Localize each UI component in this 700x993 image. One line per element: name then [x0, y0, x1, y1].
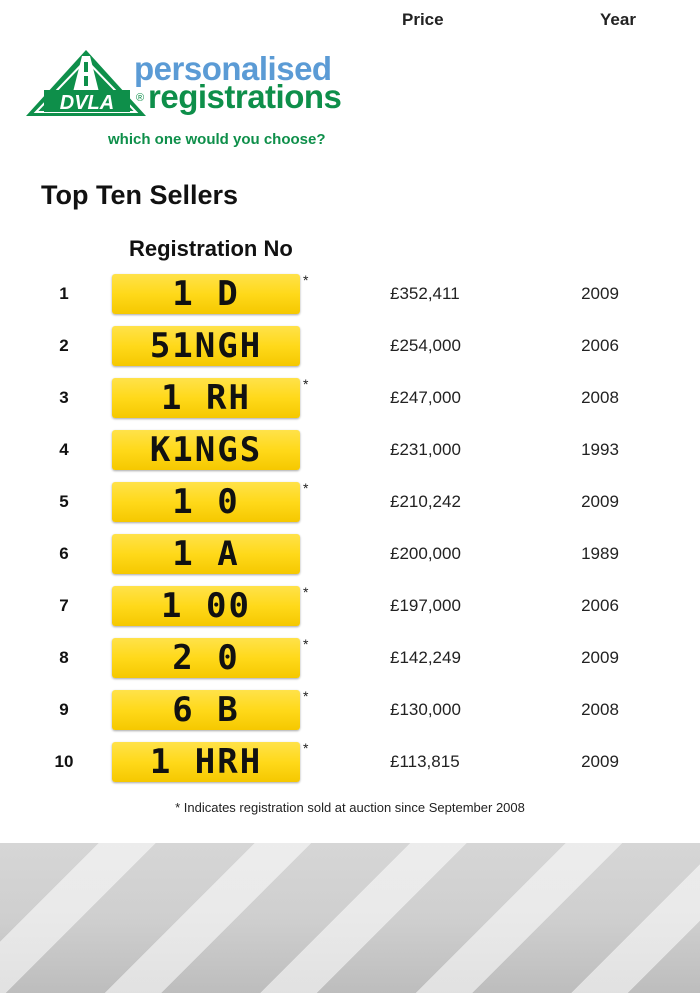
rank: 9 [59, 700, 69, 719]
auction-footnote: * Indicates registration sold at auction… [175, 800, 525, 815]
rank: 2 [59, 336, 69, 355]
auction-asterisk: * [303, 636, 309, 652]
rank: 7 [59, 596, 69, 615]
rank: 3 [59, 388, 69, 407]
year: 1993 [581, 440, 619, 459]
logo-line-registrations: registrations [148, 78, 342, 115]
price: £210,242 [390, 492, 461, 511]
price: £254,000 [390, 336, 461, 355]
column-header-registration: Registration No [129, 236, 293, 261]
rank: 10 [54, 752, 74, 771]
table-row: 2 51NGH £254,000 2006 [0, 326, 700, 378]
dvla-mark-text: DVLA [60, 92, 114, 114]
auction-asterisk: * [303, 376, 309, 392]
rank: 5 [59, 492, 69, 511]
number-plate: 2 0 [112, 638, 300, 678]
year: 2009 [581, 648, 619, 667]
column-header-year: Year [600, 10, 636, 29]
sellers-table: 1 1 D * £352,411 2009 2 51NGH £254,000 2… [0, 272, 700, 794]
year: 1989 [581, 544, 619, 563]
year: 2009 [581, 492, 619, 511]
auction-asterisk: * [303, 740, 309, 756]
column-header-price: Price [402, 10, 444, 29]
number-plate: K1NGS [112, 430, 300, 470]
price: £200,000 [390, 544, 461, 563]
table-row: 9 6 B * £130,000 2008 [0, 688, 700, 742]
auction-asterisk: * [303, 584, 309, 600]
price: £197,000 [390, 596, 461, 615]
logo-line-personalised: personalised [134, 50, 332, 87]
number-plate: 1 HRH [112, 742, 300, 782]
number-plate: 1 00 [112, 586, 300, 626]
year: 2008 [581, 388, 619, 407]
auction-asterisk: * [303, 688, 309, 704]
number-plate: 51NGH [112, 326, 300, 366]
year: 2006 [581, 336, 619, 355]
dvla-triangle-logo-icon: DVLA [26, 50, 146, 116]
registered-mark: ® [136, 92, 145, 104]
table-row: 10 1 HRH * £113,815 2009 [0, 740, 700, 794]
rank: 6 [59, 544, 69, 563]
table-row: 6 1 A £200,000 1989 [0, 534, 700, 586]
number-plate: 1 D [112, 274, 300, 314]
number-plate: 1 RH [112, 378, 300, 418]
auction-asterisk: * [303, 480, 309, 496]
table-row: 5 1 0 * £210,242 2009 [0, 480, 700, 534]
logo-tagline: which one would you choose? [108, 131, 326, 148]
dvla-logo: DVLA personalised ® registrations which … [24, 48, 342, 158]
rank: 8 [59, 648, 69, 667]
year: 2008 [581, 700, 619, 719]
price: £113,815 [390, 752, 460, 771]
table-row: 8 2 0 * £142,249 2009 [0, 636, 700, 690]
year: 2006 [581, 596, 619, 615]
price: £142,249 [390, 648, 461, 667]
rank: 4 [59, 440, 69, 459]
price: £231,000 [390, 440, 461, 459]
rank: 1 [59, 284, 69, 303]
year: 2009 [581, 284, 619, 303]
page-title: Top Ten Sellers [41, 180, 239, 210]
price: £130,000 [390, 700, 461, 719]
table-row: 1 1 D * £352,411 2009 [0, 272, 700, 326]
number-plate: 1 A [112, 534, 300, 574]
year: 2009 [581, 752, 619, 771]
price: £352,411 [390, 284, 460, 303]
decorative-striped-band [0, 843, 700, 993]
table-row: 7 1 00 * £197,000 2006 [0, 584, 700, 638]
number-plate: 1 0 [112, 482, 300, 522]
table-row: 3 1 RH * £247,000 2008 [0, 376, 700, 430]
table-row: 4 K1NGS £231,000 1993 [0, 430, 700, 482]
price: £247,000 [390, 388, 461, 407]
number-plate: 6 B [112, 690, 300, 730]
auction-asterisk: * [303, 272, 309, 288]
